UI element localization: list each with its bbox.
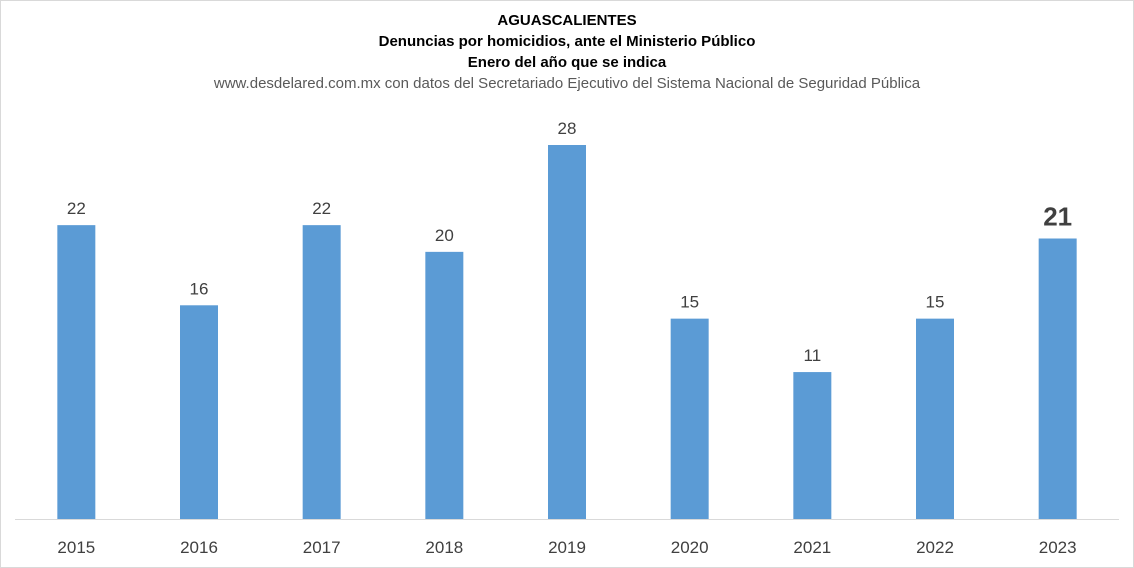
data-label-2017: 22 [312, 199, 331, 218]
data-label-2023: 21 [1043, 202, 1072, 232]
bar-2018 [425, 251, 464, 519]
x-tick-2016: 2016 [180, 538, 218, 557]
bar-2017 [302, 225, 341, 519]
bar-2020 [670, 318, 709, 519]
bar-2023 [1038, 238, 1077, 519]
data-label-2018: 20 [435, 226, 454, 245]
data-label-2016: 16 [190, 279, 209, 298]
bar-2019 [548, 145, 586, 519]
data-label-2020: 15 [680, 293, 699, 312]
x-tick-2015: 2015 [57, 538, 95, 557]
x-tick-2021: 2021 [793, 538, 831, 557]
x-tick-2022: 2022 [916, 538, 954, 557]
chart-title: AGUASCALIENTES [497, 12, 637, 29]
bar-2016 [180, 305, 218, 519]
bar-2015 [57, 225, 96, 519]
data-label-2015: 22 [67, 199, 86, 218]
chart-subtitle-1: Denuncias por homicidios, ante el Minist… [378, 33, 756, 50]
data-label-2019: 28 [558, 119, 577, 138]
bar-2021 [793, 372, 832, 519]
x-tick-2018: 2018 [425, 538, 463, 557]
chart-source: www.desdelared.com.mx con datos del Secr… [213, 75, 921, 92]
x-tick-2019: 2019 [548, 538, 586, 557]
chart-subtitle-2: Enero del año que se indica [467, 54, 667, 71]
data-label-2022: 15 [926, 293, 945, 312]
x-tick-2017: 2017 [303, 538, 341, 557]
chart-titles: AGUASCALIENTES Denuncias por homicidios,… [0, 10, 1134, 95]
x-tick-2020: 2020 [671, 538, 709, 557]
bar-2022 [916, 318, 954, 519]
x-tick-2023: 2023 [1039, 538, 1077, 557]
data-label-2021: 11 [804, 346, 822, 365]
